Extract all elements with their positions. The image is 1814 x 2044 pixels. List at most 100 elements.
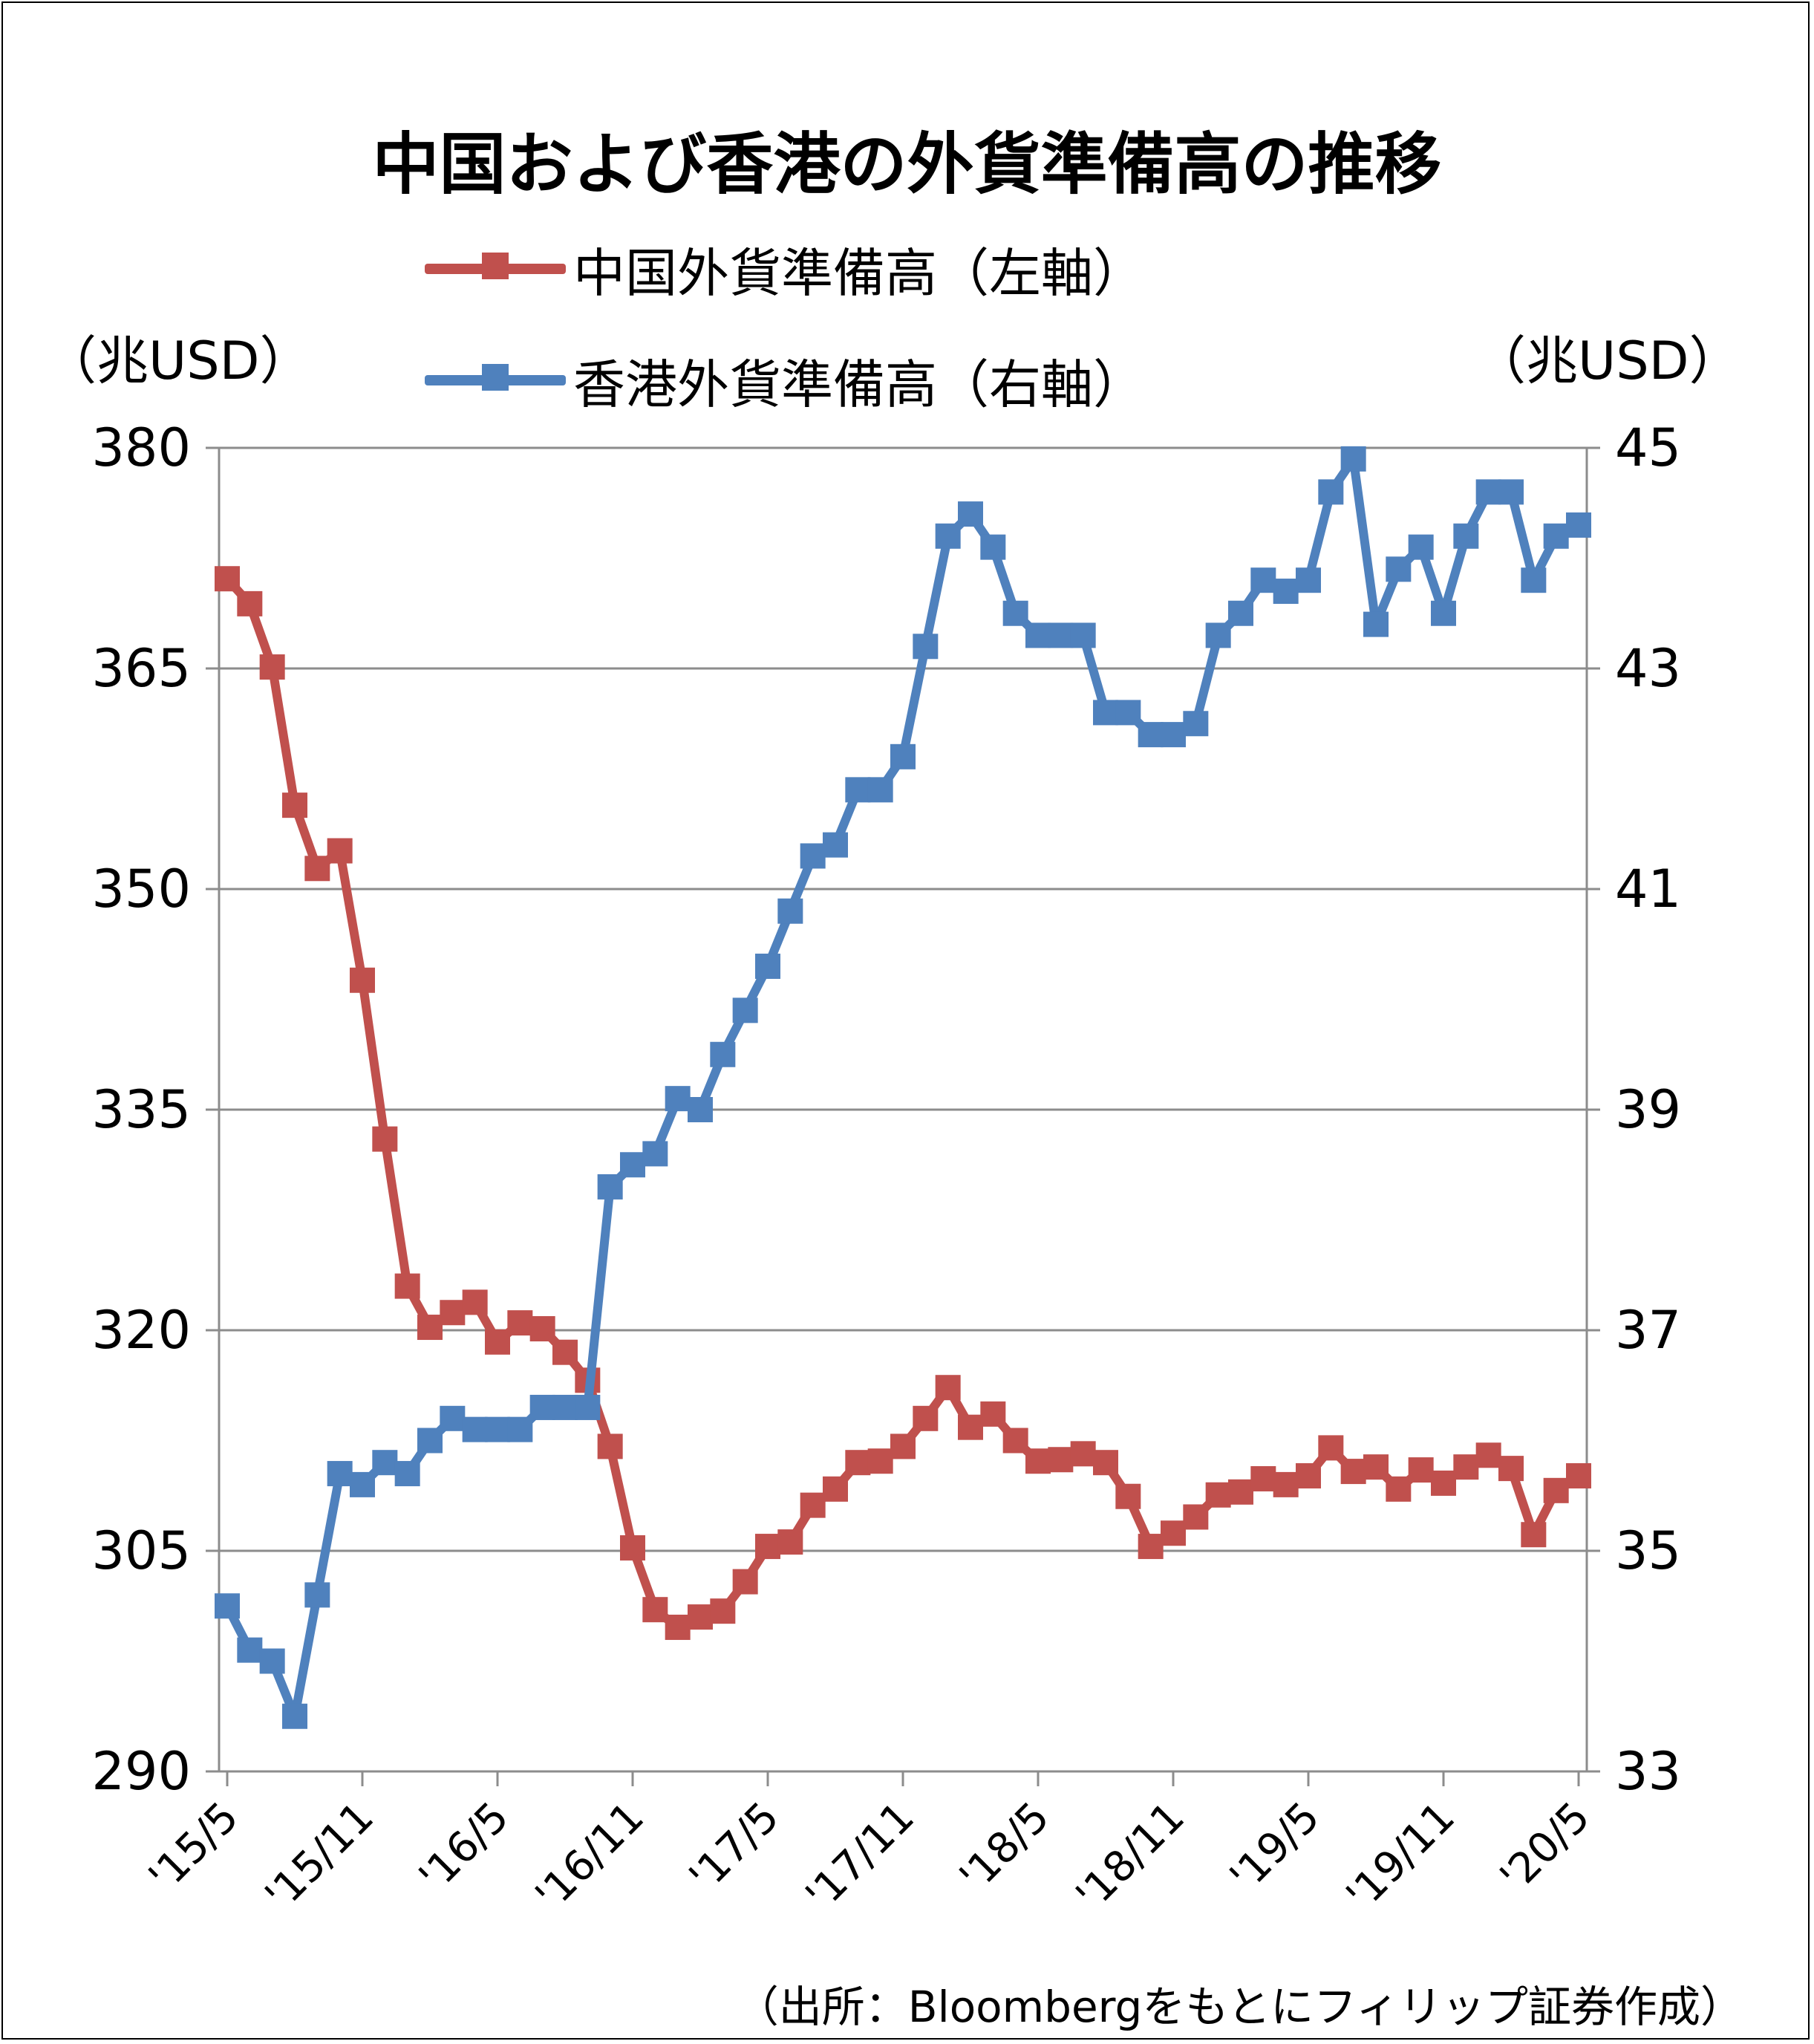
data-point-hongkong (350, 1471, 375, 1497)
data-point-hongkong (1475, 479, 1501, 505)
data-point-china (890, 1433, 916, 1459)
data-point-china (1228, 1479, 1253, 1505)
legend-swatch-china (425, 253, 566, 279)
data-point-hongkong (529, 1394, 555, 1420)
data-point-china (823, 1476, 848, 1502)
data-point-china (1115, 1483, 1141, 1509)
data-point-china (1453, 1454, 1479, 1480)
left-tick-label: 320 (91, 1300, 191, 1361)
data-point-hongkong (440, 1405, 466, 1431)
data-point-hongkong (1431, 600, 1456, 626)
data-point-china (529, 1316, 555, 1342)
data-point-china (620, 1535, 645, 1561)
data-point-hongkong (1093, 700, 1118, 726)
data-point-china (1161, 1520, 1186, 1546)
data-point-china (1025, 1448, 1051, 1474)
left-tick-label: 290 (91, 1741, 191, 1802)
data-point-china (688, 1604, 713, 1630)
data-point-china (1296, 1463, 1321, 1489)
data-point-china (282, 792, 307, 818)
data-point-hongkong (485, 1416, 510, 1442)
data-point-hongkong (1408, 534, 1434, 560)
data-point-china (1070, 1441, 1096, 1467)
data-point-china (1340, 1459, 1366, 1485)
data-point-hongkong (597, 1174, 623, 1200)
data-point-china (1543, 1477, 1569, 1503)
data-point-hongkong (237, 1637, 263, 1663)
data-point-hongkong (327, 1461, 353, 1487)
legend-marker-china (482, 253, 509, 279)
data-point-hongkong (1386, 556, 1412, 582)
right-tick-label: 33 (1615, 1741, 1681, 1802)
data-point-hongkong (417, 1428, 443, 1454)
data-point-china (867, 1448, 893, 1474)
data-point-hongkong (259, 1648, 285, 1674)
data-point-china (215, 566, 240, 592)
data-point-china (1363, 1454, 1389, 1480)
x-tick-label: '19/11 (1337, 1793, 1464, 1920)
data-point-hongkong (1070, 622, 1096, 648)
data-point-china (1183, 1504, 1209, 1530)
data-point-china (1093, 1450, 1118, 1476)
data-point-china (845, 1450, 871, 1476)
chart-title: 中国および香港の外貨準備高の推移 (372, 126, 1442, 204)
data-point-hongkong (1138, 722, 1164, 748)
data-point-hongkong (552, 1394, 578, 1420)
right-tick-label: 35 (1615, 1520, 1681, 1581)
data-point-hongkong (1002, 600, 1028, 626)
data-point-china (440, 1300, 466, 1326)
x-tick-label: '15/11 (256, 1793, 383, 1920)
data-point-hongkong (665, 1086, 691, 1112)
data-point-hongkong (935, 523, 961, 549)
data-point-china (1138, 1534, 1164, 1560)
data-point-hongkong (1296, 567, 1321, 593)
data-point-china (642, 1597, 668, 1623)
data-point-china (1475, 1442, 1501, 1468)
data-point-hongkong (620, 1152, 645, 1178)
data-point-china (710, 1598, 736, 1624)
data-point-hongkong (732, 997, 758, 1023)
right-tick-label: 41 (1615, 859, 1681, 920)
data-point-china (1048, 1447, 1074, 1473)
data-point-hongkong (1205, 622, 1231, 648)
data-point-hongkong (1048, 622, 1074, 648)
left-tick-label: 335 (91, 1079, 191, 1140)
data-point-china (552, 1339, 578, 1365)
right-tick-label: 43 (1615, 638, 1681, 699)
data-point-china (372, 1126, 398, 1152)
legend-item-hongkong: 香港外貨準備高（右軸） (425, 339, 1145, 421)
right-tick-label: 39 (1615, 1079, 1681, 1140)
data-point-china (935, 1375, 961, 1401)
data-point-hongkong (1025, 622, 1051, 648)
data-point-china (462, 1289, 488, 1315)
data-point-hongkong (1161, 722, 1186, 748)
x-tick-label: '20/5 (1491, 1793, 1599, 1901)
data-point-hongkong (980, 534, 1006, 560)
x-tick-label: '17/11 (797, 1793, 924, 1920)
data-point-china (327, 838, 353, 864)
legend-swatch-hongkong (425, 364, 566, 391)
x-tick-label: '15/5 (140, 1793, 248, 1901)
data-point-china (597, 1433, 623, 1459)
left-tick-label: 305 (91, 1520, 191, 1581)
data-point-hongkong (1228, 600, 1253, 626)
x-tick-label: '16/5 (410, 1793, 518, 1901)
data-point-hongkong (394, 1461, 420, 1487)
data-point-hongkong (1250, 567, 1276, 593)
left-tick-label: 350 (91, 859, 191, 920)
data-point-hongkong (507, 1416, 533, 1442)
data-point-hongkong (755, 953, 780, 979)
data-point-china (304, 856, 330, 882)
right-axis-unit: （兆USD） (1474, 331, 1741, 391)
data-point-china (417, 1315, 443, 1341)
legend-marker-hongkong (482, 364, 509, 391)
legend-label-hongkong: 香港外貨準備高（右軸） (573, 354, 1145, 415)
data-point-hongkong (867, 777, 893, 803)
data-point-hongkong (1183, 711, 1209, 737)
data-point-hongkong (1318, 479, 1344, 505)
data-point-china (237, 590, 263, 616)
data-point-hongkong (215, 1593, 240, 1619)
data-point-hongkong (777, 898, 803, 924)
x-tick-label: '17/5 (680, 1793, 789, 1901)
data-point-china (507, 1310, 533, 1336)
